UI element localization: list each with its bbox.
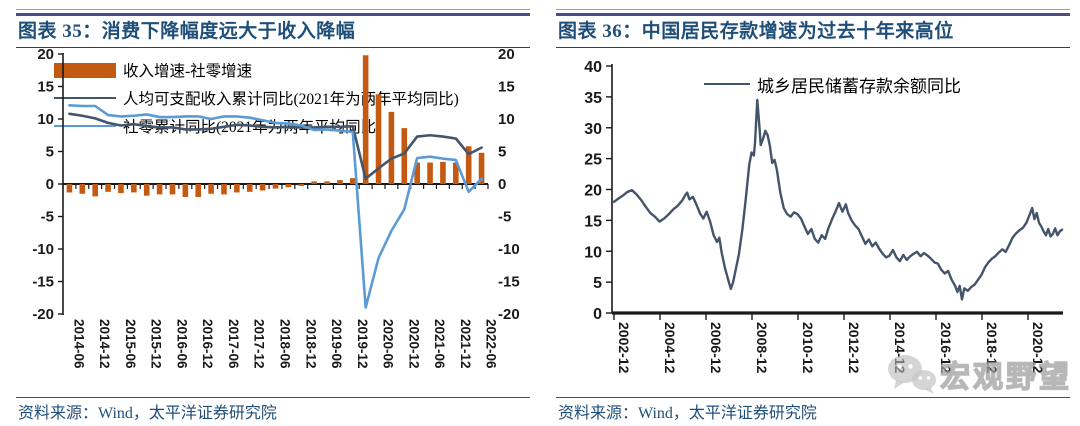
svg-text:2022-06: 2022-06 [484,319,499,369]
svg-text:-15: -15 [32,274,54,291]
x-axis-labels: 2002-12 2004-12 2006-12 2008-12 2010-12 2012-… [616,322,1046,374]
svg-text:2020-12: 2020-12 [1030,322,1046,374]
figure-36-source: 资料来源：Wind，太平洋证券研究院 [558,405,817,422]
figure-36-title: 图表 36：中国居民存款增速为过去十年来高位 [558,21,954,42]
svg-text:2021-06: 2021-06 [432,319,447,369]
title-underline [556,47,1070,48]
source-divider [556,397,1070,398]
legend-swatch-retail-line [54,125,116,127]
svg-text:-10: -10 [498,241,520,258]
svg-text:2004-12: 2004-12 [662,322,678,374]
svg-text:2019-12: 2019-12 [355,319,370,369]
svg-text:2018-06: 2018-06 [278,319,293,369]
svg-text:25: 25 [584,152,602,169]
svg-text:2016-12: 2016-12 [938,322,954,374]
svg-text:-20: -20 [498,306,520,323]
svg-text:0: 0 [46,176,54,193]
diff-bars [66,55,485,197]
svg-text:2006-12: 2006-12 [708,322,724,374]
svg-text:2019-06: 2019-06 [329,319,344,369]
legend-label: 社零累计同比(2021年为两年平均同比) [123,119,382,136]
svg-text:-20: -20 [32,306,54,323]
svg-text:2015-12: 2015-12 [149,319,164,369]
legend-swatch-bar [54,62,116,78]
svg-text:2020-06: 2020-06 [381,319,396,369]
x-axis-labels: 2014-06 2014-12 2015-06 2015-12 2016-06 2016-… [71,319,498,369]
svg-text:2010-12: 2010-12 [800,322,816,374]
svg-text:15: 15 [498,79,515,96]
figure-35-source: 资料来源：Wind，太平洋证券研究院 [18,405,277,422]
svg-text:10: 10 [584,244,602,261]
deposit-growth-line [612,98,1064,301]
svg-text:2014-12: 2014-12 [892,322,908,374]
figure-35-title: 图表 35：消费下降幅度远大于收入降幅 [18,21,356,42]
svg-text:2014-12: 2014-12 [97,319,112,369]
svg-text:2008-12: 2008-12 [754,322,770,374]
svg-text:0: 0 [498,176,506,193]
svg-text:2016-06: 2016-06 [174,319,189,369]
legend-label: 人均可支配收入累计同比(2021年为两年平均同比) [123,91,459,108]
legend-swatch-income-line [54,97,116,99]
svg-text:5: 5 [593,275,602,292]
svg-text:-5: -5 [498,209,511,226]
svg-text:-15: -15 [498,274,520,291]
svg-text:2017-12: 2017-12 [252,319,267,369]
figure-36-legend: 城乡居民储蓄存款余额同比 [704,70,961,98]
figure-36-panel: 图表 36：中国居民存款增速为过去十年来高位 城乡居民储蓄存款余额同比 40 35… [556,4,1070,424]
legend-label: 城乡居民储蓄存款余额同比 [757,76,961,96]
income-line [68,112,483,181]
svg-text:10: 10 [498,111,515,128]
svg-text:2002-12: 2002-12 [616,322,632,374]
svg-text:5: 5 [498,144,506,161]
figure-35-legend: 收入增速-社零增速 人均可支配收入累计同比(2021年为两年平均同比) 社零累计… [54,56,459,140]
svg-text:20: 20 [498,48,515,63]
legend-item-bar-series: 收入增速-社零增速 [54,56,459,84]
svg-text:2018-12: 2018-12 [303,319,318,369]
svg-text:2012-12: 2012-12 [846,322,862,374]
panel-top-rule [16,9,530,16]
svg-text:-10: -10 [32,241,54,258]
svg-text:2017-06: 2017-06 [226,319,241,369]
axes: 40 35 30 25 20 15 10 5 0 [584,59,1063,323]
svg-text:5: 5 [46,144,54,161]
svg-text:0: 0 [593,306,602,323]
svg-text:15: 15 [584,213,602,230]
svg-text:35: 35 [584,90,602,107]
svg-text:20: 20 [37,48,54,63]
svg-text:2015-06: 2015-06 [123,319,138,369]
legend-swatch-deposit-line [704,83,750,85]
legend-label: 收入增速-社零增速 [123,63,253,80]
svg-text:2018-12: 2018-12 [984,322,1000,374]
svg-text:40: 40 [584,59,602,76]
svg-text:20: 20 [584,183,602,200]
svg-text:30: 30 [584,121,602,138]
source-divider [16,397,530,398]
svg-text:10: 10 [37,111,54,128]
legend-item-deposit-line: 城乡居民储蓄存款余额同比 [704,70,961,98]
svg-text:2016-12: 2016-12 [200,319,215,369]
svg-text:2020-12: 2020-12 [406,319,421,369]
figure-35-panel: 图表 35：消费下降幅度远大于收入降幅 收入增速-社零增速 人均可支配收入累计同… [16,4,530,424]
legend-item-retail-line: 社零累计同比(2021年为两年平均同比) [54,112,459,140]
svg-text:15: 15 [37,79,54,96]
legend-item-income-line: 人均可支配收入累计同比(2021年为两年平均同比) [54,84,459,112]
svg-text:-5: -5 [41,209,54,226]
retail-line [68,104,483,309]
svg-text:2014-06: 2014-06 [71,319,86,369]
panel-top-rule [556,9,1070,16]
axes: 20 20 15 15 10 10 5 5 0 0 -5 -5 -10 -10 -15 -15 -20 -20 [32,48,519,323]
svg-text:2021-12: 2021-12 [458,319,473,369]
title-underline [16,47,530,48]
